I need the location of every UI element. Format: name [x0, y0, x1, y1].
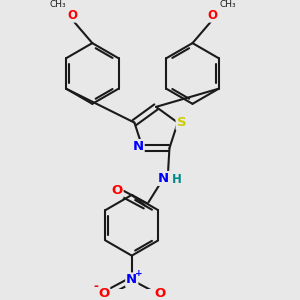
- Text: O: O: [111, 184, 123, 197]
- Text: CH₃: CH₃: [49, 0, 66, 9]
- Text: H: H: [172, 173, 182, 186]
- Text: N: N: [158, 172, 169, 185]
- Text: O: O: [68, 9, 78, 22]
- Text: +: +: [135, 269, 142, 278]
- Text: CH₃: CH₃: [219, 0, 236, 9]
- Text: N: N: [126, 273, 137, 286]
- Text: -: -: [94, 280, 99, 292]
- Text: O: O: [154, 287, 166, 300]
- Text: O: O: [207, 9, 217, 22]
- Text: N: N: [133, 140, 144, 153]
- Text: O: O: [98, 287, 109, 300]
- Text: S: S: [177, 116, 186, 129]
